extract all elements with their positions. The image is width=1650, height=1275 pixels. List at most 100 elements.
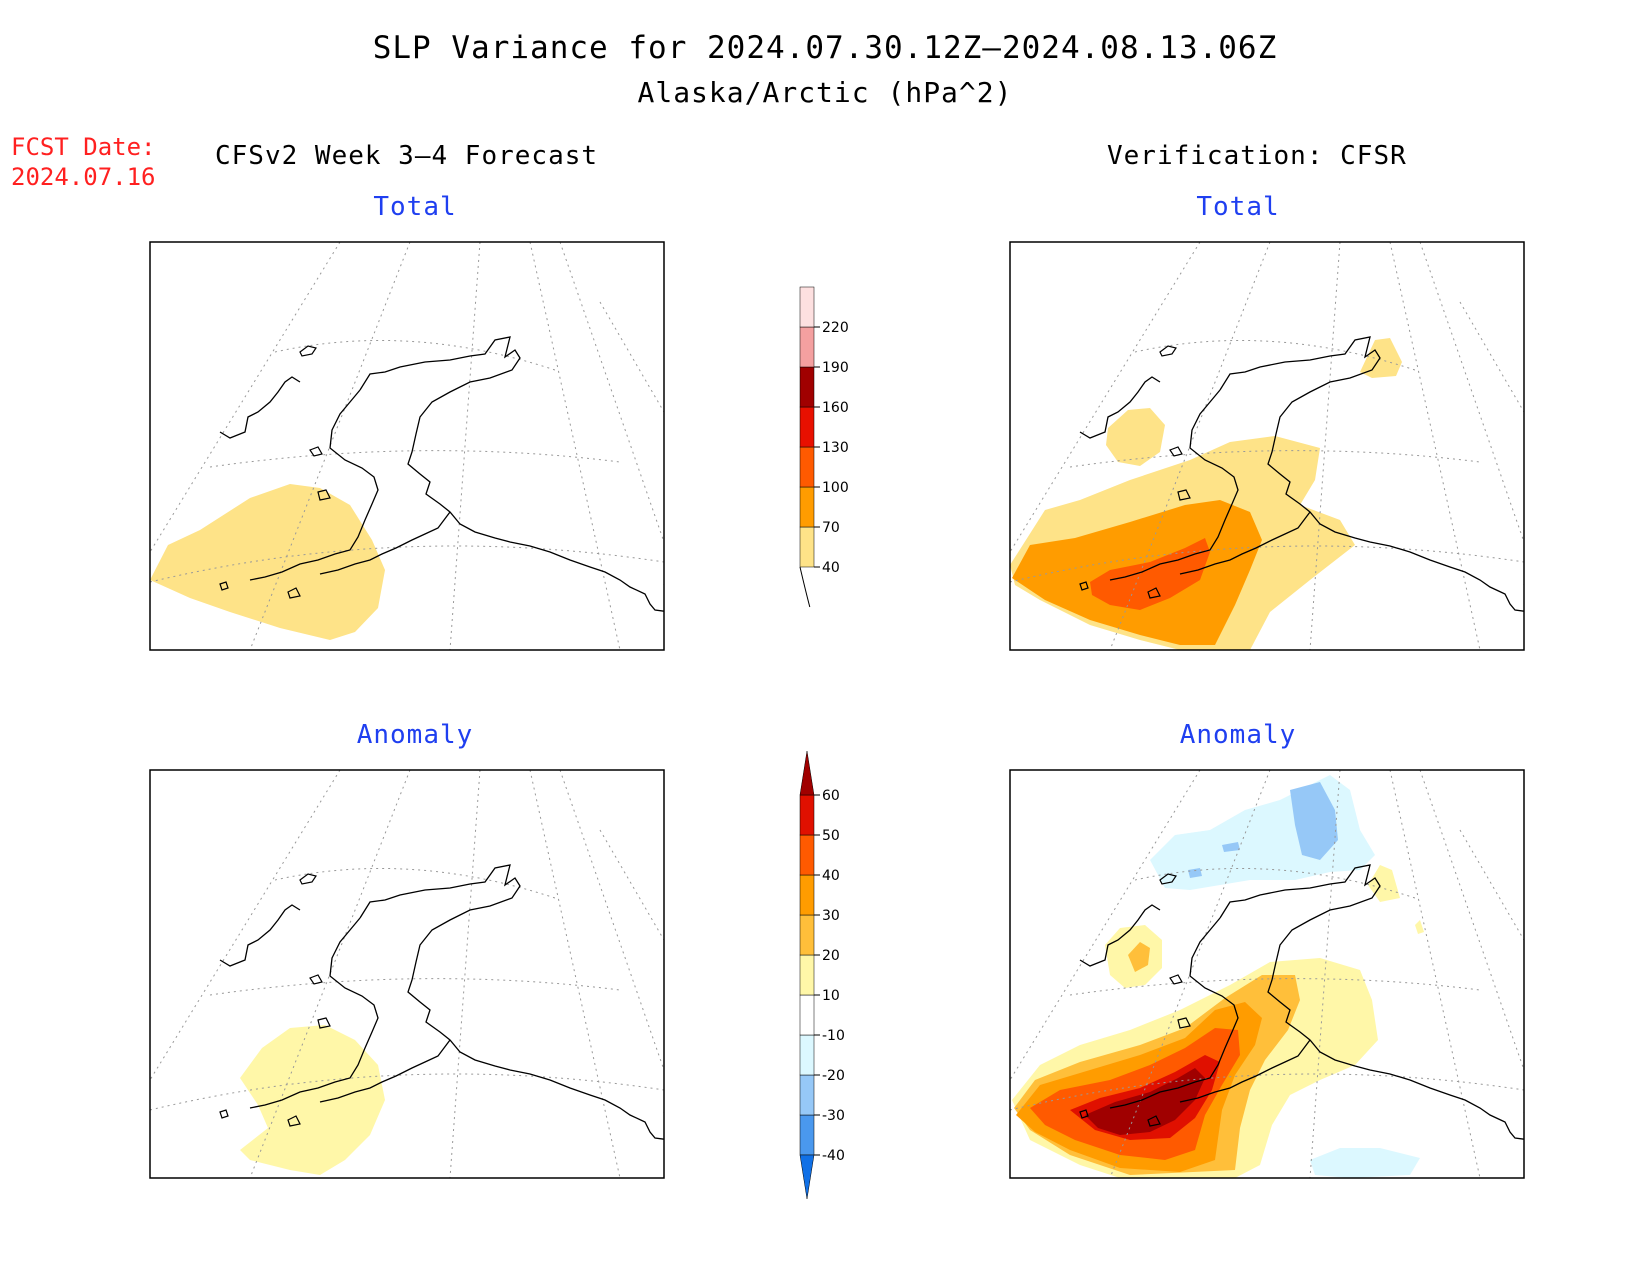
island-outline bbox=[287, 1115, 301, 1127]
forecast-date-label: FCST Date: bbox=[11, 133, 156, 161]
latitude-gridline bbox=[274, 868, 556, 899]
island-outline bbox=[287, 587, 301, 599]
forecast-column-heading: CFSv2 Week 3–4 Forecast bbox=[215, 141, 599, 171]
meridian-gridline bbox=[150, 770, 341, 1081]
colorbar-label: 30 bbox=[822, 908, 840, 924]
latitude-gridline bbox=[209, 450, 621, 468]
meridian-gridline bbox=[1389, 770, 1481, 1178]
verification-total-title: Total bbox=[1196, 192, 1280, 222]
coastline-segment bbox=[1219, 336, 1524, 612]
forecast-total-coastline bbox=[219, 336, 664, 612]
forecast-total-frame bbox=[149, 241, 665, 651]
colorbar-label: -20 bbox=[822, 1068, 845, 1084]
colorbar-label: 160 bbox=[822, 400, 849, 416]
verification-anomaly-title: Anomaly bbox=[1179, 720, 1297, 750]
meridian-gridline bbox=[1010, 770, 1201, 1081]
colorbar-swatch bbox=[799, 914, 815, 956]
colorbar-swatch bbox=[799, 326, 815, 368]
meridian-gridline bbox=[1109, 242, 1271, 650]
colorbar-swatch bbox=[799, 994, 815, 1036]
colorbar-swatch bbox=[799, 834, 815, 876]
shade-neg20-neg30 bbox=[1188, 868, 1202, 878]
coastline-segment bbox=[319, 1039, 451, 1103]
coastline-segment bbox=[1109, 917, 1239, 1109]
shade-above-60 bbox=[1085, 1068, 1205, 1135]
forecast-date: FCST Date: 2024.07.16 bbox=[11, 132, 156, 192]
colorbar-label: 130 bbox=[822, 440, 849, 456]
shade-neg10-neg20 bbox=[1150, 775, 1375, 890]
colorbar-label: -10 bbox=[822, 1028, 845, 1044]
meridian-gridline bbox=[529, 242, 621, 650]
colorbar-label: 70 bbox=[822, 520, 840, 536]
meridian-gridline bbox=[1309, 242, 1341, 650]
meridian-gridline bbox=[1419, 242, 1524, 543]
island-outline bbox=[1159, 345, 1177, 357]
verification-anomaly-coastline bbox=[1079, 864, 1524, 1140]
island-outline bbox=[1079, 581, 1089, 591]
shade-20-30 bbox=[1128, 942, 1150, 972]
colorbar-swatch bbox=[799, 1114, 815, 1156]
island-outline bbox=[309, 974, 323, 985]
coastline-segment bbox=[219, 376, 301, 439]
island-outline bbox=[299, 345, 317, 357]
meridian-gridline bbox=[1109, 770, 1271, 1178]
meridian-gridline bbox=[1459, 301, 1524, 413]
verification-anomaly-contours bbox=[1012, 775, 1424, 1178]
meridian-gridline bbox=[599, 829, 664, 941]
meridian-gridline bbox=[1419, 770, 1524, 1071]
island-outline bbox=[219, 1109, 229, 1119]
shade-neg20-neg30 bbox=[1222, 842, 1240, 852]
colorbar-label: 40 bbox=[822, 868, 840, 884]
meridian-gridline bbox=[249, 242, 411, 650]
meridian-gridline bbox=[529, 770, 621, 1178]
meridian-gridline bbox=[150, 242, 341, 553]
latitude-gridline bbox=[1134, 868, 1416, 899]
page-title: SLP Variance for 2024.07.30.12Z–2024.08.… bbox=[372, 30, 1278, 66]
shade-neg10-neg20 bbox=[1310, 1148, 1420, 1178]
page-subtitle: Alaska/Arctic (hPa^2) bbox=[637, 76, 1013, 109]
verification-anomaly-frame bbox=[1009, 769, 1525, 1179]
total-colorbar: 40 70 100 130 160 190 220 bbox=[799, 286, 849, 608]
coastline-segment bbox=[1219, 864, 1524, 1140]
anomaly-colorbar: -40 -30 -20 -10 10 20 30 40 50 60 bbox=[799, 750, 845, 1200]
colorbar-upper-triangle bbox=[799, 750, 815, 796]
colorbar-swatch bbox=[799, 1034, 815, 1076]
colorbar-swatch bbox=[799, 446, 815, 488]
shade-40-70 bbox=[1106, 408, 1165, 466]
island-outline bbox=[1169, 974, 1183, 985]
island-outline bbox=[317, 1017, 331, 1029]
forecast-anomaly-gridlines bbox=[150, 770, 664, 1178]
colorbar-label: 10 bbox=[822, 988, 840, 1004]
coastline-segment bbox=[249, 917, 379, 1109]
colorbar-swatch bbox=[799, 526, 815, 568]
island-outline bbox=[1177, 489, 1191, 501]
meridian-gridline bbox=[1459, 829, 1524, 941]
colorbar-swatch bbox=[799, 286, 815, 328]
meridian-gridline bbox=[249, 770, 411, 1178]
latitude-gridline bbox=[150, 1073, 664, 1111]
colorbar-lower-triangle bbox=[799, 1154, 815, 1200]
verification-column-heading: Verification: CFSR bbox=[1107, 141, 1407, 171]
shade-100-130 bbox=[1090, 538, 1210, 610]
forecast-total-title: Total bbox=[373, 192, 457, 222]
coastline-segment bbox=[219, 904, 301, 967]
shade-10-20 bbox=[240, 1025, 385, 1175]
forecast-total-map bbox=[150, 242, 664, 650]
shade-10-20 bbox=[1415, 920, 1424, 934]
island-outline bbox=[1169, 446, 1183, 457]
island-outline bbox=[1159, 873, 1177, 885]
verification-anomaly-gridlines bbox=[1010, 770, 1524, 1178]
latitude-gridline bbox=[1010, 545, 1524, 583]
verification-total-frame bbox=[1009, 241, 1525, 651]
meridian-gridline bbox=[1010, 242, 1201, 553]
coastline-segment bbox=[1179, 1039, 1311, 1103]
colorbar-swatch bbox=[799, 486, 815, 528]
colorbar-label: -40 bbox=[822, 1148, 845, 1164]
island-outline bbox=[309, 446, 323, 457]
island-outline bbox=[317, 489, 331, 501]
colorbar-swatch bbox=[799, 794, 815, 836]
colorbar-label: 40 bbox=[822, 560, 840, 576]
colorbar-swatch bbox=[799, 366, 815, 408]
forecast-date-value: 2024.07.16 bbox=[11, 163, 156, 191]
